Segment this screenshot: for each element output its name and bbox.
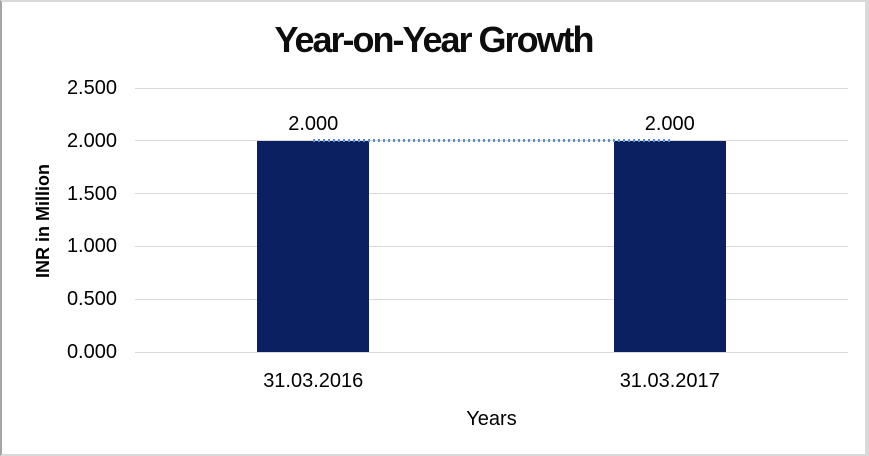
bar[interactable]	[257, 140, 370, 352]
y-axis-tick-label: 1.500	[66, 182, 117, 205]
chart-title: Year-on-Year Growth	[274, 19, 594, 60]
y-gridline	[135, 193, 848, 195]
trend-line[interactable]	[313, 138, 670, 142]
y-axis-tick-label: 0.000	[66, 341, 117, 363]
y-axis-tick-label: 1.000	[66, 235, 117, 258]
y-axis-title: INR in Million	[33, 164, 53, 278]
y-gridline	[135, 245, 848, 247]
y-gridline	[135, 298, 848, 300]
x-axis-title: Years	[466, 408, 517, 430]
bar-value-label: 2.000	[644, 112, 695, 135]
y-axis-tick-label: 2.500	[66, 77, 117, 99]
y-axis-tick-label: 0.500	[66, 288, 117, 311]
y-gridline	[135, 351, 848, 353]
x-axis-tick-label: 31.03.2017	[619, 370, 720, 392]
y-gridline	[135, 87, 848, 89]
bar-value-label: 2.000	[288, 112, 339, 135]
bar[interactable]	[613, 140, 726, 352]
y-axis-tick-label: 2.000	[66, 129, 117, 152]
x-axis-tick-label: 31.03.2016	[263, 370, 364, 392]
plot-area[interactable]: 2.000 2.000	[135, 87, 848, 353]
